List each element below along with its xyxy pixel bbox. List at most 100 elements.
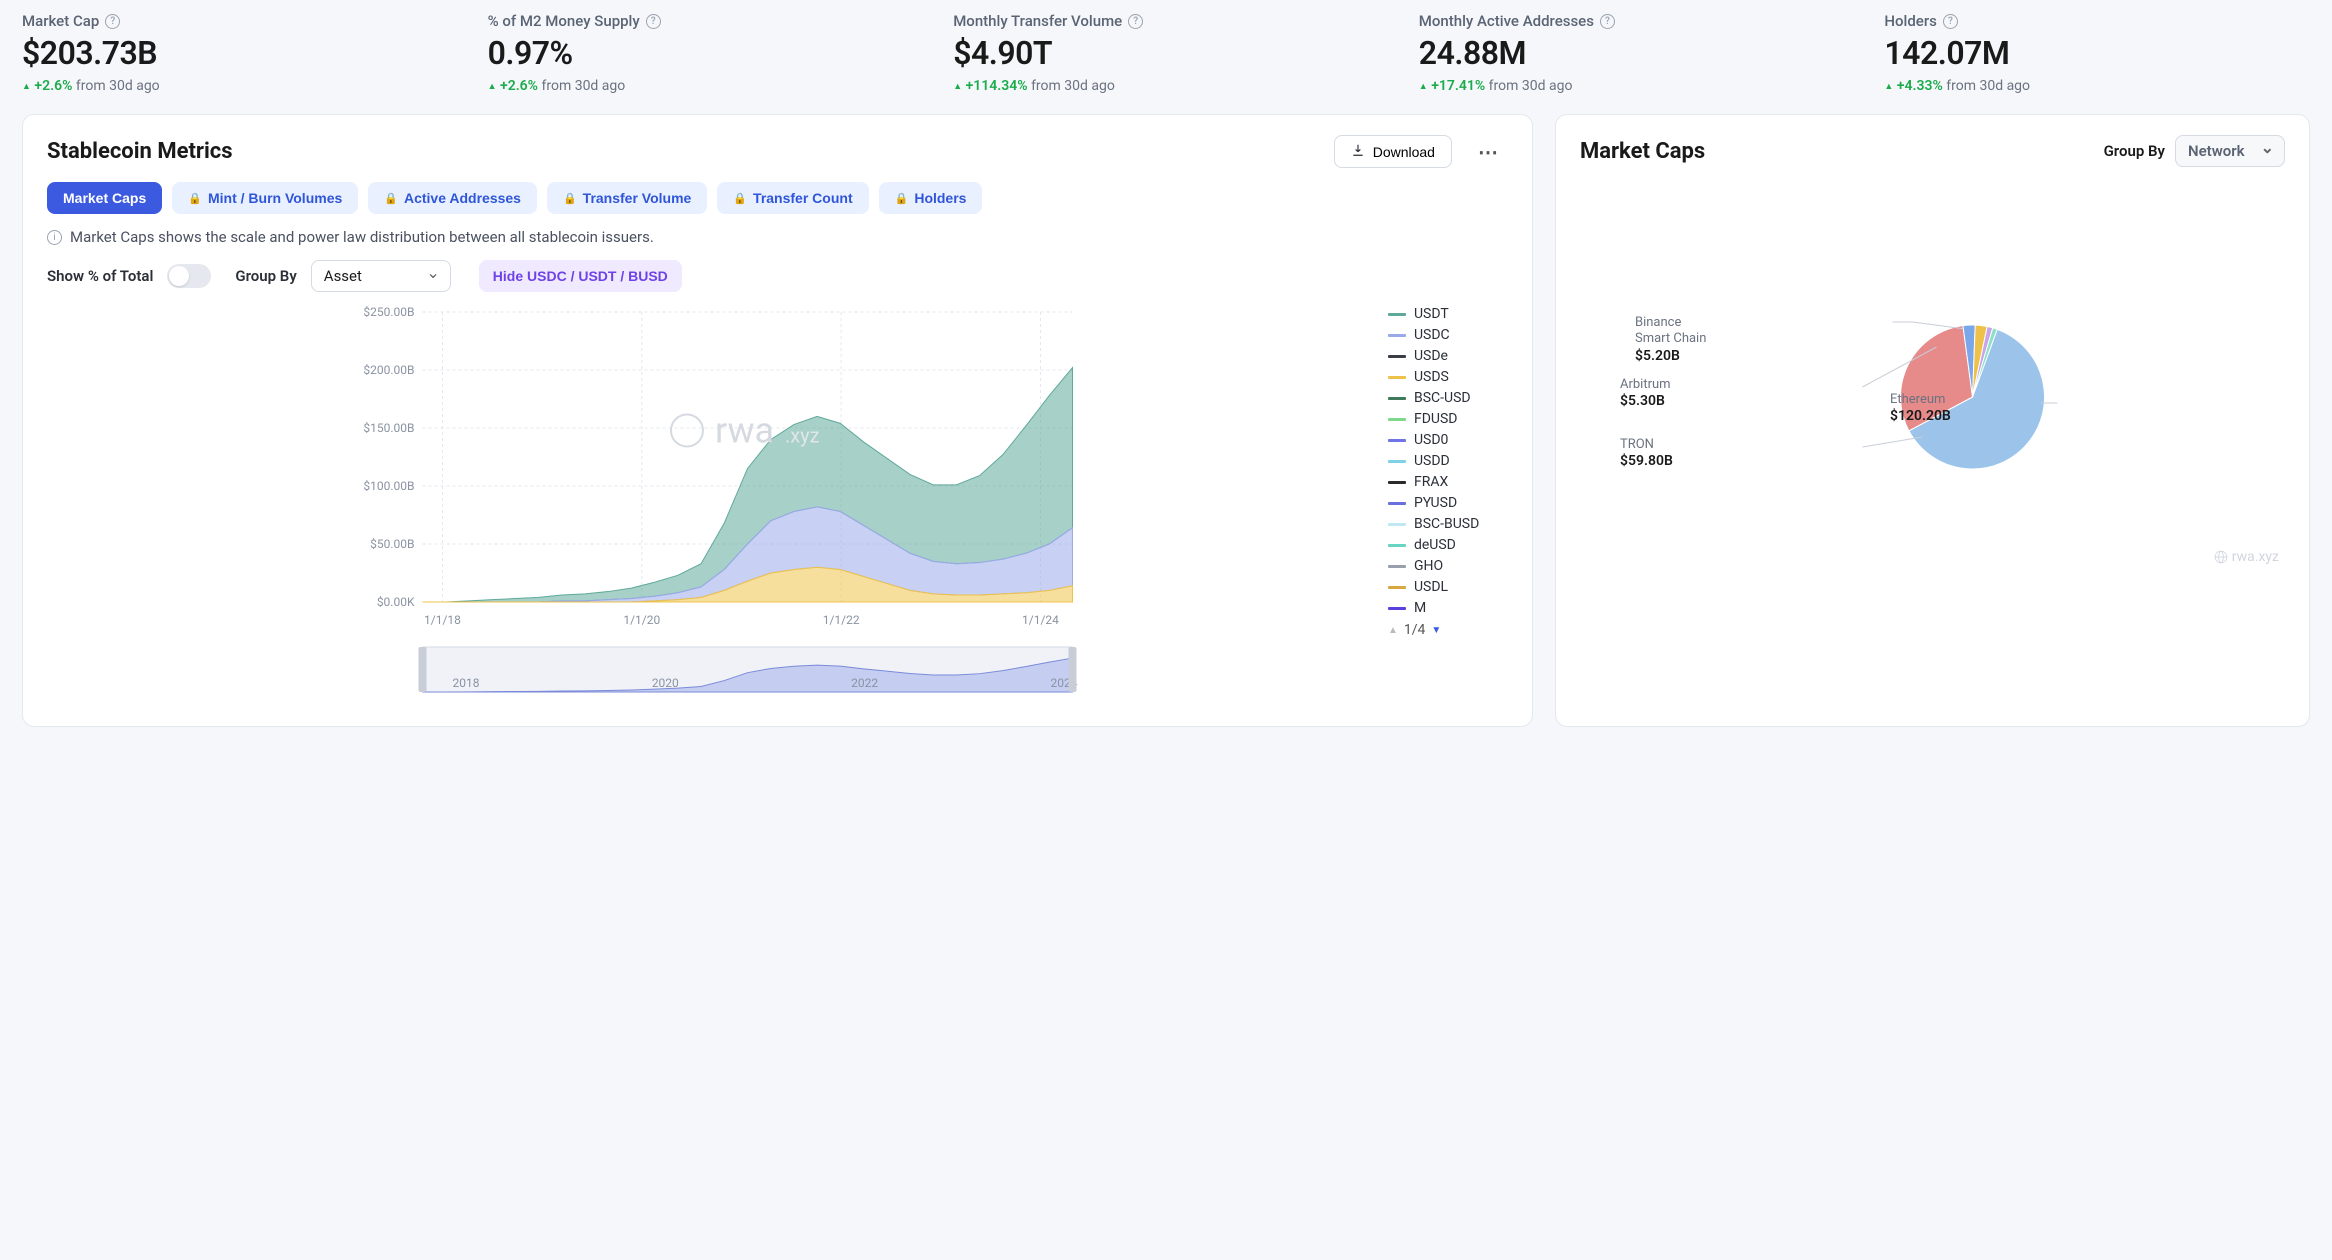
- stat-change: ▲ +2.6% from 30d ago: [488, 78, 914, 94]
- legend-swatch: [1388, 418, 1406, 421]
- legend-item[interactable]: USDC: [1388, 327, 1508, 343]
- legend-swatch: [1388, 460, 1406, 463]
- svg-text:$200.00B: $200.00B: [363, 363, 414, 377]
- svg-text:rwa: rwa: [715, 410, 774, 452]
- legend-item[interactable]: USDL: [1388, 579, 1508, 595]
- legend-item[interactable]: FDUSD: [1388, 411, 1508, 427]
- tab-active-addresses[interactable]: 🔒Active Addresses: [368, 182, 537, 214]
- stat-label: % of M2 Money Supply ?: [488, 12, 914, 30]
- groupby-select[interactable]: Asset: [311, 260, 451, 292]
- help-icon[interactable]: ?: [1600, 14, 1615, 29]
- pie-label: BinanceSmart Chain$5.20B: [1635, 315, 1706, 365]
- area-chart[interactable]: $0.00K$50.00B$100.00B$150.00B$200.00B$25…: [47, 302, 1378, 706]
- help-icon[interactable]: ?: [105, 14, 120, 29]
- tab-mint-burn-volumes[interactable]: 🔒 Mint / Burn Volumes: [172, 182, 358, 214]
- svg-text:.xyz: .xyz: [785, 424, 820, 448]
- legend-label: BSC-USD: [1414, 390, 1471, 406]
- pie-groupby-label: Group By: [2104, 142, 2165, 160]
- legend-item[interactable]: M: [1388, 600, 1508, 616]
- stat-change: ▲ +17.41% from 30d ago: [1419, 78, 1845, 94]
- legend-item[interactable]: BSC-USD: [1388, 390, 1508, 406]
- svg-text:$50.00B: $50.00B: [370, 537, 414, 551]
- lock-icon: 🔒: [188, 192, 202, 205]
- info-icon: i: [47, 230, 62, 245]
- legend-label: GHO: [1414, 558, 1443, 574]
- legend-item[interactable]: FRAX: [1388, 474, 1508, 490]
- legend-label: USDT: [1414, 306, 1449, 322]
- lock-icon: 🔒: [563, 192, 577, 205]
- legend-label: BSC-BUSD: [1414, 516, 1479, 532]
- stat-label: Monthly Transfer Volume ?: [953, 12, 1379, 30]
- pie-chart[interactable]: Ethereum$120.20B TRON$59.80B Arbitrum$5.30…: [1580, 287, 2285, 567]
- svg-text:1/1/22: 1/1/22: [823, 613, 860, 627]
- pie-label: Arbitrum$5.30B: [1620, 377, 1671, 411]
- legend-swatch: [1388, 313, 1406, 316]
- stat-value: 24.88M: [1419, 34, 1845, 72]
- tab-market-caps[interactable]: Market Caps: [47, 182, 162, 214]
- pie-groupby-value: Network: [2188, 142, 2245, 160]
- legend-label: USDC: [1414, 327, 1450, 343]
- legend-swatch: [1388, 439, 1406, 442]
- download-icon: [1351, 143, 1365, 160]
- legend-swatch: [1388, 544, 1406, 547]
- legend-label: FRAX: [1414, 474, 1448, 490]
- legend-item[interactable]: USDe: [1388, 348, 1508, 364]
- watermark: rwa.xyz: [2214, 549, 2279, 565]
- download-label: Download: [1373, 144, 1435, 160]
- svg-text:$250.00B: $250.00B: [363, 305, 414, 319]
- svg-text:$100.00B: $100.00B: [363, 479, 414, 493]
- stat-card: Monthly Transfer Volume ? $4.90T ▲ +114.…: [953, 12, 1379, 94]
- legend-label: M: [1414, 600, 1426, 616]
- show-pct-toggle[interactable]: [167, 264, 211, 288]
- pie-label: TRON$59.80B: [1620, 437, 1673, 471]
- tab-label: Transfer Volume: [583, 190, 692, 206]
- svg-text:2018: 2018: [452, 676, 479, 690]
- lock-icon: 🔒: [895, 192, 909, 205]
- legend-label: USDS: [1414, 369, 1449, 385]
- legend-label: PYUSD: [1414, 495, 1457, 511]
- stat-value: 142.07M: [1884, 34, 2310, 72]
- download-button[interactable]: Download: [1334, 135, 1452, 168]
- legend-pager[interactable]: ▲1/4▼: [1388, 622, 1508, 638]
- stat-change: ▲ +2.6% from 30d ago: [22, 78, 448, 94]
- stat-label: Market Cap ?: [22, 12, 448, 30]
- legend-item[interactable]: GHO: [1388, 558, 1508, 574]
- legend-label: FDUSD: [1414, 411, 1458, 427]
- legend-label: USDe: [1414, 348, 1448, 364]
- info-text: Market Caps shows the scale and power la…: [70, 228, 654, 246]
- legend-item[interactable]: USD0: [1388, 432, 1508, 448]
- metrics-panel: Stablecoin Metrics Download ⋯ Market Cap…: [22, 114, 1533, 727]
- legend-swatch: [1388, 586, 1406, 589]
- chart-legend: USDT USDC USDe USDS BSC-USD FDUSD USD0 U…: [1388, 302, 1508, 706]
- legend-item[interactable]: USDD: [1388, 453, 1508, 469]
- help-icon[interactable]: ?: [1943, 14, 1958, 29]
- hide-series-button[interactable]: Hide USDC / USDT / BUSD: [479, 260, 682, 292]
- info-row: i Market Caps shows the scale and power …: [47, 228, 1508, 246]
- stat-value: 0.97%: [488, 34, 914, 72]
- help-icon[interactable]: ?: [1128, 14, 1143, 29]
- legend-item[interactable]: PYUSD: [1388, 495, 1508, 511]
- pie-title: Market Caps: [1580, 139, 1705, 164]
- pie-label: Ethereum$120.20B: [1890, 392, 1951, 426]
- svg-text:1/1/24: 1/1/24: [1022, 613, 1059, 627]
- metric-tabs: Market Caps 🔒 Mint / Burn Volumes 🔒Active A…: [47, 182, 1508, 214]
- help-icon[interactable]: ?: [646, 14, 661, 29]
- legend-label: USDL: [1414, 579, 1448, 595]
- stat-label: Monthly Active Addresses ?: [1419, 12, 1845, 30]
- legend-item[interactable]: USDS: [1388, 369, 1508, 385]
- pie-groupby-select[interactable]: Network: [2175, 135, 2285, 167]
- legend-swatch: [1388, 607, 1406, 610]
- tab-transfer-volume[interactable]: 🔒 Transfer Volume: [547, 182, 707, 214]
- stat-card: % of M2 Money Supply ? 0.97% ▲ +2.6% fro…: [488, 12, 914, 94]
- svg-text:1/1/18: 1/1/18: [424, 613, 461, 627]
- svg-text:2020: 2020: [652, 676, 679, 690]
- legend-swatch: [1388, 502, 1406, 505]
- legend-item[interactable]: BSC-BUSD: [1388, 516, 1508, 532]
- more-menu-icon[interactable]: ⋯: [1470, 136, 1508, 168]
- legend-item[interactable]: USDT: [1388, 306, 1508, 322]
- legend-item[interactable]: deUSD: [1388, 537, 1508, 553]
- tab-label: Mint / Burn Volumes: [208, 190, 342, 206]
- tab-transfer-count[interactable]: 🔒Transfer Count: [717, 182, 868, 214]
- legend-label: USD0: [1414, 432, 1448, 448]
- tab-holders[interactable]: 🔒Holders: [879, 182, 983, 214]
